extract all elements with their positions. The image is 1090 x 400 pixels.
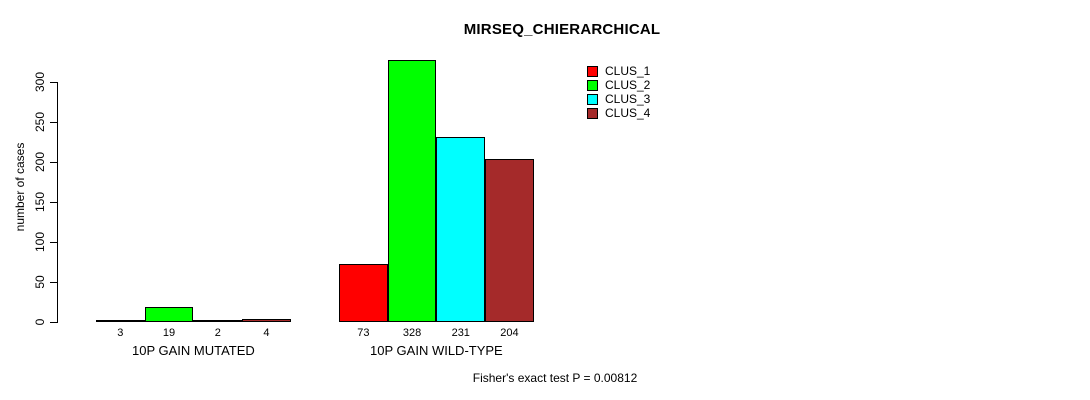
bar-value-label: 328 <box>402 327 422 339</box>
bar-value-label: 231 <box>451 327 470 339</box>
legend: CLUS_1 CLUS_2 CLUS_3 CLUS_4 <box>587 64 651 122</box>
y-axis-line <box>57 82 58 323</box>
legend-item-clus-3: CLUS_3 <box>587 92 651 106</box>
y-axis-tick <box>50 282 57 283</box>
category-label-10p-gain-mutated: 10P GAIN MUTATED <box>131 343 255 358</box>
y-axis-tick-label: 0 <box>33 318 47 326</box>
bar-clus-2-10p-gain-wild-type <box>387 59 437 322</box>
y-axis-tick-label: 100 <box>33 231 47 253</box>
y-axis-tick <box>50 82 57 83</box>
legend-item-label: CLUS_3 <box>605 92 651 106</box>
annotation-text: Fisher's exact test P = 0.00812 <box>472 371 638 385</box>
legend-item-label: CLUS_4 <box>605 106 651 120</box>
bar-clus-4-10p-gain-wild-type <box>485 158 534 322</box>
y-axis-tick-label: 250 <box>33 111 47 133</box>
y-axis-tick <box>50 242 57 243</box>
bar-value-label: 3 <box>117 327 124 339</box>
y-axis-tick-label: 300 <box>33 71 47 93</box>
legend-swatch-icon <box>587 108 598 119</box>
y-axis-label: number of cases <box>13 142 27 232</box>
y-axis-tick <box>50 162 57 163</box>
legend-item-label: CLUS_1 <box>605 64 651 78</box>
legend-item-clus-1: CLUS_1 <box>587 64 651 78</box>
legend-item-label: CLUS_2 <box>605 78 651 92</box>
bar-value-label: 204 <box>500 327 519 339</box>
bar-clus-4-10p-gain-mutated <box>242 318 291 322</box>
y-axis-tick-label: 200 <box>33 151 47 173</box>
y-axis-tick-label: 50 <box>33 275 47 289</box>
bar-value-label: 73 <box>357 327 370 339</box>
y-axis-tick <box>50 322 57 323</box>
bar-clus-3-10p-gain-wild-type <box>436 137 486 322</box>
y-axis-tick <box>50 202 57 203</box>
category-label-10p-gain-wild-type: 10P GAIN WILD-TYPE <box>370 343 503 358</box>
bar-clus-1-10p-gain-mutated <box>96 319 145 322</box>
legend-item-clus-4: CLUS_4 <box>587 106 651 120</box>
bar-value-label: 2 <box>214 327 221 339</box>
bar-clus-3-10p-gain-mutated <box>193 320 243 322</box>
y-axis-tick-label: 150 <box>33 191 47 213</box>
y-axis-tick <box>50 122 57 123</box>
legend-swatch-icon <box>587 94 598 105</box>
bar-value-label: 4 <box>263 327 270 339</box>
bar-clus-2-10p-gain-mutated <box>144 306 194 322</box>
chart-title: MIRSEQ_CHIERARCHICAL <box>463 21 661 38</box>
bar-clus-1-10p-gain-wild-type <box>339 263 388 322</box>
legend-swatch-icon <box>587 66 598 77</box>
bar-value-label: 19 <box>162 327 176 339</box>
legend-item-clus-2: CLUS_2 <box>587 78 651 92</box>
legend-swatch-icon <box>587 80 598 91</box>
